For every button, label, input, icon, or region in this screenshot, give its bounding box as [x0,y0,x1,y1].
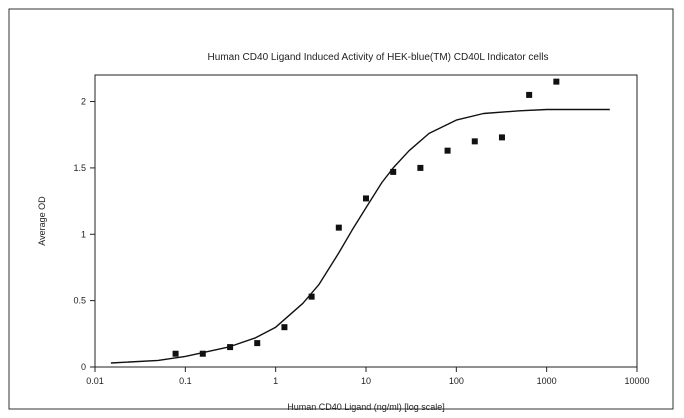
y-tick-label: 1.5 [73,163,86,173]
chart-title: Human CD40 Ligand Induced Activity of HE… [208,52,549,63]
axis-ticks: 0.01 0.1 1 10 100 1000 10000 0 0.5 1 1.5 2 [73,97,649,386]
x-tick-label: 10 [361,376,371,386]
y-tick-label: 0.5 [73,296,86,306]
data-point [227,344,234,351]
data-point [308,293,315,300]
x-tick-label: 10000 [624,376,649,386]
x-tick-label: 100 [449,376,464,386]
y-tick-label: 2 [81,97,86,107]
data-point [498,134,505,141]
data-point [172,350,179,357]
x-tick-label: 1 [273,376,278,386]
x-tick-label: 0.1 [179,376,192,386]
data-point [526,91,533,98]
x-tick-label: 0.01 [86,376,104,386]
data-point [417,164,424,171]
data-point [281,324,288,331]
outer-frame [8,8,674,410]
y-tick-label: 0 [81,362,86,372]
x-tick-label: 1000 [537,376,557,386]
data-point [553,78,560,85]
data-point [444,147,451,154]
data-point [390,168,397,175]
data-point [335,224,342,231]
data-point [199,350,206,357]
data-point [254,340,261,347]
x-axis-label: Human CD40 Ligand (ng/ml) [log scale] [287,402,445,412]
y-axis-label: Average OD [37,196,47,246]
data-points-layer [172,78,560,357]
data-point [363,195,369,202]
y-tick-label: 1 [81,229,86,239]
data-point [471,138,478,145]
